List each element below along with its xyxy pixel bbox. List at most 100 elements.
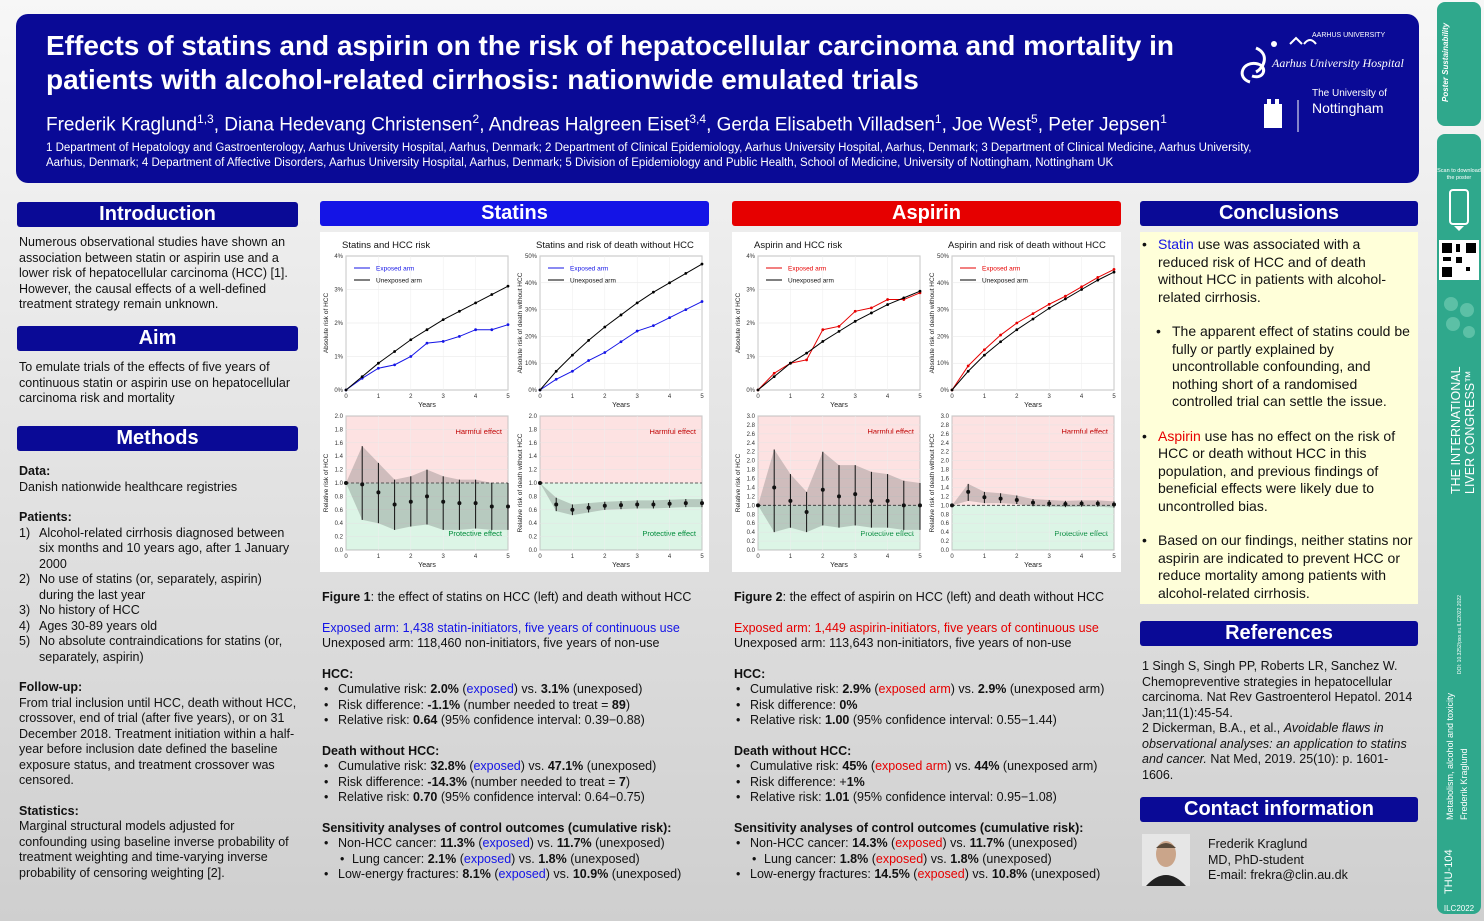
x-tick-label: 0	[950, 554, 954, 560]
data-point	[603, 351, 607, 354]
list-item: Relative risk: 1.00 (95% confidence inte…	[734, 713, 1124, 729]
author-affiliation-mark: 2	[472, 112, 480, 126]
data-point	[1112, 270, 1116, 274]
data-point	[999, 340, 1002, 344]
statins-sens-list: Non-HCC cancer: 11.3% (exposed) vs. 11.7…	[322, 836, 712, 883]
list-item: Non-HCC cancer: 14.3% (exposed) vs. 11.7…	[734, 836, 1124, 852]
data-point	[1080, 285, 1083, 289]
data-point	[982, 495, 987, 500]
x-tick-label: 5	[700, 554, 704, 560]
y-tick-label: 2%	[746, 321, 755, 327]
x-tick-label: 3	[1048, 394, 1052, 400]
aspirin-death-list: Cumulative risk: 45% (exposed arm) vs. 4…	[734, 759, 1124, 806]
data-point	[458, 335, 461, 338]
author-affiliation-mark: 1	[934, 112, 942, 126]
y-tick-label: 1.8	[747, 468, 756, 474]
y-axis-label: Absolute risk of death without HCC	[517, 272, 524, 373]
data-point	[360, 482, 365, 487]
data-point	[684, 272, 688, 275]
author-name: Frederik Kraglund	[46, 114, 198, 136]
conclusion-item: Statin use was associated with a reduced…	[1142, 236, 1414, 306]
data-point	[571, 369, 574, 373]
data-point	[1079, 501, 1084, 506]
qr-code-icon[interactable]	[1439, 240, 1479, 280]
data-point	[966, 369, 970, 373]
data-point	[668, 316, 671, 320]
statins-hcc-heading: HCC:	[322, 666, 354, 681]
aspirin-heading: Aspirin	[732, 201, 1121, 226]
statins-heading: Statins	[320, 201, 709, 226]
data-point	[772, 485, 777, 490]
y-axis-label: Absolute risk of HCC	[735, 293, 742, 354]
data-point	[821, 328, 825, 332]
data-point	[869, 498, 874, 503]
statins-unexposed: Unexposed arm: 118,460 non-initiators, f…	[322, 636, 660, 650]
data-point	[901, 503, 906, 508]
author-name: Peter Jepsen	[1048, 114, 1161, 136]
data-point	[885, 498, 890, 503]
data-point	[870, 311, 873, 315]
x-tick-label: 4	[1080, 394, 1084, 400]
event-label: ILC2022	[1443, 904, 1475, 913]
x-tick-label: 3	[1048, 554, 1052, 560]
series-line	[345, 324, 509, 391]
author-name: Joe West	[952, 114, 1032, 136]
x-axis-label: Years	[1024, 562, 1042, 569]
data-point	[950, 388, 954, 392]
data-point	[506, 504, 510, 509]
x-tick-label: 4	[1080, 554, 1084, 560]
y-tick-label: 2.0	[335, 414, 344, 420]
data-point	[902, 296, 906, 300]
y-tick-label: 2.8	[747, 423, 756, 429]
x-tick-label: 1	[377, 394, 381, 400]
aim-heading: Aim	[17, 326, 298, 351]
y-tick-label: 3%	[334, 288, 343, 294]
y-tick-label: 10%	[937, 361, 950, 367]
x-tick-label: 0	[344, 394, 348, 400]
figure1-caption: Figure 1: the effect of statins on HCC (…	[322, 590, 692, 604]
y-tick-label: 40%	[937, 281, 950, 287]
y-tick-label: 0.6	[529, 508, 538, 514]
aarhus-logo	[1240, 36, 1317, 84]
data-point	[772, 371, 776, 375]
list-item: Risk difference: +1%	[734, 775, 1124, 791]
y-tick-label: 0.0	[941, 548, 950, 554]
y-axis-label: Relative risk of death without HCC	[929, 433, 936, 532]
x-tick-label: 0	[538, 554, 542, 560]
data-point	[853, 492, 858, 497]
data-point	[966, 364, 970, 368]
statins-death-list: Cumulative risk: 32.8% (exposed) vs. 47.…	[322, 759, 712, 806]
x-tick-label: 2	[603, 394, 607, 400]
nottingham-crest-icon	[1264, 99, 1299, 132]
x-tick-label: 2	[821, 554, 825, 560]
harmful-label: Harmful effect	[867, 427, 914, 436]
y-tick-label: 0.8	[747, 512, 756, 518]
data-point	[376, 490, 381, 495]
y-tick-label: 1%	[746, 355, 755, 361]
legend-entry: Exposed arm	[982, 266, 1020, 273]
x-tick-label: 4	[474, 554, 478, 560]
data-point	[441, 499, 446, 504]
contact-email[interactable]: E-mail: frekra@clin.au.dk	[1208, 868, 1348, 882]
data-point	[458, 309, 461, 313]
data-point	[853, 309, 857, 313]
x-tick-label: 0	[344, 554, 348, 560]
data-point	[586, 505, 591, 510]
x-tick-label: 4	[668, 554, 672, 560]
y-tick-label: 1.8	[529, 427, 538, 433]
data-point	[683, 501, 688, 506]
author-name: Gerda Elisabeth Villadsen	[716, 114, 935, 136]
protective-region	[952, 505, 1114, 550]
data-point	[886, 303, 889, 306]
data-point	[587, 359, 590, 362]
x-tick-label: 1	[983, 554, 987, 560]
data-point	[360, 375, 364, 378]
x-tick-label: 1	[789, 554, 793, 560]
list-item: Cumulative risk: 32.8% (exposed) vs. 47.…	[322, 759, 712, 775]
data-point	[918, 503, 922, 508]
aim-text: To emulate trials of the effects of five…	[19, 360, 291, 405]
harmful-label: Harmful effect	[649, 427, 696, 436]
data-point	[602, 503, 607, 508]
followup-text: From trial inclusion until HCC, death wi…	[19, 695, 297, 788]
